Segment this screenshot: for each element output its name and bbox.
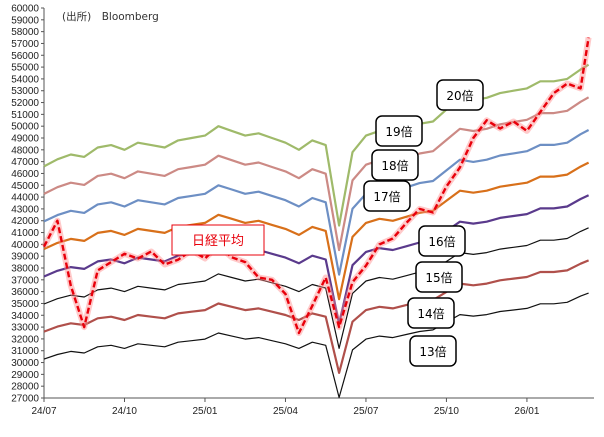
per-line-17x [43, 161, 590, 301]
y-tick-label: 33000 [11, 323, 39, 334]
label-14x: 14倍 [407, 297, 455, 329]
label-18x: 18倍 [371, 149, 419, 181]
y-tick-label: 32000 [11, 334, 39, 345]
per-line-14x [43, 259, 590, 374]
label-nikkei-text: 日経平均 [192, 234, 244, 249]
per-line-15x [43, 227, 589, 349]
x-tick-label: 24/10 [112, 406, 137, 417]
label-16x-text: 16倍 [428, 234, 455, 249]
y-tick-label: 42000 [11, 216, 39, 227]
y-tick-label: 58000 [11, 27, 39, 38]
x-tick-label: 25/04 [273, 406, 298, 417]
y-tick-label: 49000 [11, 134, 39, 145]
y-tick-label: 27000 [11, 394, 39, 405]
y-tick-label: 37000 [11, 275, 39, 286]
y-tick-label: 45000 [11, 181, 39, 192]
y-tick-label: 39000 [11, 252, 39, 263]
y-tick-label: 44000 [11, 193, 39, 204]
y-tick-label: 47000 [11, 157, 39, 168]
per-line-13x [43, 292, 589, 399]
nikkei-series [41, 37, 592, 336]
y-tick-label: 48000 [11, 145, 39, 156]
label-16x: 16倍 [418, 225, 466, 257]
y-tick-label: 46000 [11, 169, 39, 180]
y-tick-label: 30000 [11, 358, 39, 369]
source-note: (出所) Bloomberg [62, 10, 159, 23]
label-20x-text: 20倍 [446, 88, 473, 103]
axes [43, 8, 594, 399]
y-tick-label: 51000 [11, 110, 39, 121]
per-line-19x [43, 96, 590, 252]
y-tick-label: 41000 [11, 228, 39, 239]
x-tick-label: 25/10 [434, 406, 459, 417]
per-multiple-lines [43, 63, 590, 399]
label-13x-text: 13倍 [419, 344, 446, 359]
y-tick-label: 29000 [11, 370, 39, 381]
label-15x-text: 15倍 [425, 270, 452, 285]
label-19x: 19倍 [375, 115, 423, 147]
x-tick-labels: 24/07 24/10 25/01 25/04 25/07 25/10 26/01 [31, 398, 540, 417]
y-tick-label: 50000 [11, 122, 39, 133]
label-17x: 17倍 [363, 180, 411, 212]
y-tick-label: 54000 [11, 74, 39, 85]
label-nikkei: 日経平均 [171, 224, 265, 256]
y-tick-label: 56000 [11, 51, 39, 62]
label-19x-text: 19倍 [385, 124, 412, 139]
label-18x-text: 18倍 [381, 158, 408, 173]
y-tick-label: 55000 [11, 63, 39, 74]
y-tick-label: 43000 [11, 204, 39, 215]
y-tick-label: 36000 [11, 287, 39, 298]
label-20x: 20倍 [436, 79, 484, 111]
y-tick-label: 40000 [11, 240, 39, 251]
label-15x: 15倍 [415, 261, 463, 293]
y-tick-label: 35000 [11, 299, 39, 310]
y-tick-label: 52000 [11, 98, 39, 109]
y-tick-label: 28000 [11, 382, 39, 393]
y-tick-label: 59000 [11, 15, 39, 26]
label-13x: 13倍 [409, 335, 457, 367]
y-tick-label: 31000 [11, 346, 39, 357]
x-tick-label: 25/01 [192, 406, 217, 417]
per-line-16x [43, 194, 590, 325]
x-tick-label: 26/01 [514, 406, 539, 417]
y-tick-label: 60000 [11, 4, 39, 15]
x-tick-label: 24/07 [31, 406, 56, 417]
nikkei-line [42, 37, 590, 335]
label-17x-text: 17倍 [373, 189, 400, 204]
x-tick-label: 25/07 [353, 406, 378, 417]
per-line-18x [43, 129, 590, 276]
y-tick-label: 38000 [11, 264, 39, 275]
label-14x-text: 14倍 [417, 306, 444, 321]
y-tick-label: 57000 [11, 39, 39, 50]
y-tick-labels: 2700028000290003000031000320003300034000… [11, 4, 44, 405]
y-tick-label: 53000 [11, 86, 39, 97]
y-tick-label: 34000 [11, 311, 39, 322]
per-line-20x [43, 63, 590, 227]
